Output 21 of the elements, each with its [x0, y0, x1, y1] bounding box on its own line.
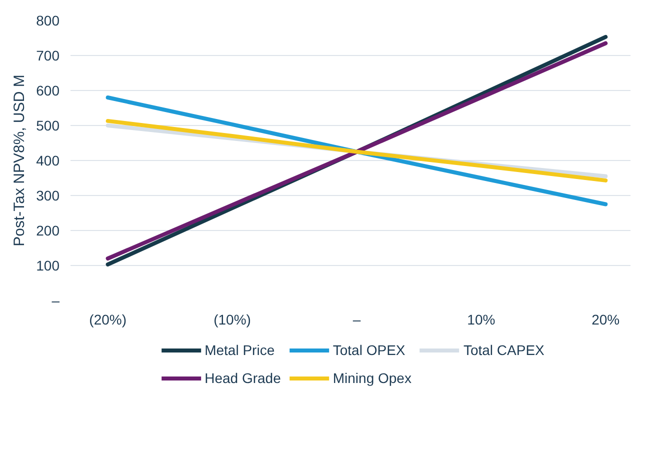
legend-label: Metal Price: [204, 342, 275, 358]
y-tick-label: 700: [36, 48, 60, 64]
legend-label: Total CAPEX: [463, 342, 544, 358]
x-tick-label: –: [352, 312, 361, 328]
legend-label: Mining Opex: [332, 370, 412, 386]
y-axis-title: Post-Tax NPV8%, USD M: [11, 74, 28, 246]
line-series: [106, 96, 608, 206]
x-tick-label: 10%: [467, 312, 496, 328]
y-tick-label: 400: [36, 152, 60, 168]
x-tick-label: 20%: [592, 312, 620, 328]
legend-label: Head Grade: [204, 370, 281, 386]
y-tick-label: 300: [36, 188, 60, 204]
y-tick-label: 200: [36, 222, 60, 238]
x-tick-label: (20%): [89, 312, 127, 328]
legend-label: Total OPEX: [332, 342, 406, 358]
y-tick-label: 600: [36, 82, 60, 98]
x-tick-label: (10%): [214, 312, 251, 328]
y-tick-label: 800: [36, 12, 60, 28]
y-tick-label: –: [52, 292, 60, 308]
y-tick-label: 100: [36, 258, 60, 274]
y-tick-label: 500: [36, 118, 60, 134]
